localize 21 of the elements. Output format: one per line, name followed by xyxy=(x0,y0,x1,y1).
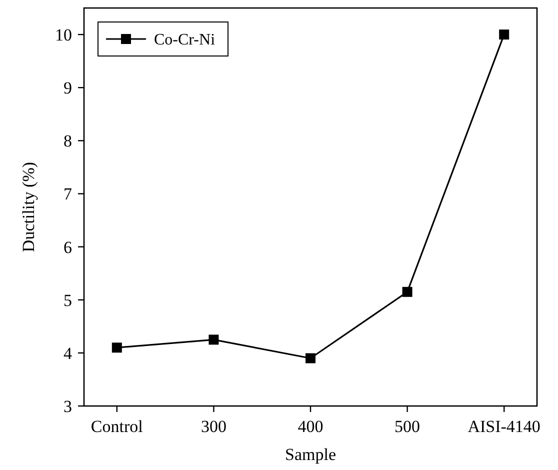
x-tick-label: 400 xyxy=(298,417,324,436)
x-tick-label: Control xyxy=(90,417,144,436)
y-axis-title: Ductility (%) xyxy=(19,162,38,252)
y-tick-label: 4 xyxy=(64,344,72,363)
point xyxy=(208,334,219,345)
y-tick-label: 3 xyxy=(64,396,72,416)
y-tick-label: 6 xyxy=(64,238,72,257)
x-axis-title: Sample xyxy=(285,445,336,464)
point xyxy=(306,353,316,364)
y-tick-label: 9 xyxy=(64,78,72,98)
point xyxy=(112,342,122,353)
y-tick-label: 7 xyxy=(64,184,72,204)
x-tick-label: 500 xyxy=(394,417,420,436)
x-tick-label: 300 xyxy=(200,417,226,436)
point xyxy=(499,30,510,40)
legend-label: Co-Cr-Ni xyxy=(154,32,216,49)
x-tick-label: AISI-4140 xyxy=(468,417,540,436)
point xyxy=(402,286,412,297)
y-tick-label: 5 xyxy=(64,290,72,310)
y-tick-label: 8 xyxy=(64,132,72,151)
y-tick-label: 10 xyxy=(55,25,72,44)
